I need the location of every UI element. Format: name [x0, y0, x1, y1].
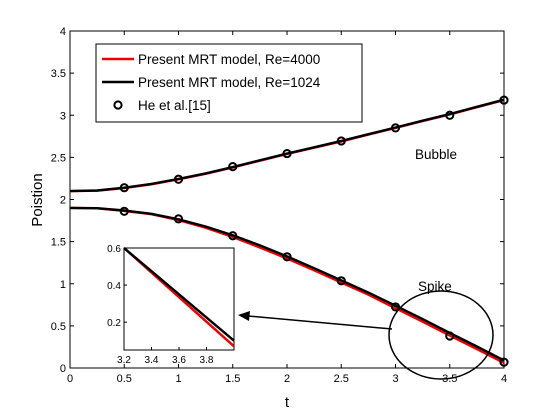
data-point-bubble: [390, 123, 401, 133]
y-tick-label: 1: [60, 279, 66, 291]
inset-y-tick-label: 0.2: [107, 318, 121, 329]
y-tick-label: 2: [60, 195, 66, 207]
annotation-bubble: Bubble: [415, 147, 457, 162]
inset-x-tick-label: 3.4: [145, 355, 159, 366]
data-point-spike: [445, 331, 455, 341]
data-point-spike: [336, 276, 346, 286]
legend-marker: [113, 100, 123, 110]
inset-x-tick-label: 3.8: [200, 355, 214, 366]
x-tick-label: 2: [284, 373, 290, 385]
x-tick-label: 1.5: [225, 373, 240, 385]
x-tick-label: 3: [392, 373, 398, 385]
annotation-spike: Spike: [418, 279, 452, 294]
data-point-spike: [282, 252, 292, 262]
y-tick-label: 1.5: [51, 237, 66, 249]
y-tick-label: 4: [60, 26, 66, 38]
data-point-bubble: [499, 95, 509, 105]
y-tick-label: 3: [60, 110, 66, 122]
inset-x-tick-label: 3.2: [117, 355, 131, 366]
data-point-spike: [119, 206, 129, 216]
x-tick-label: 4: [501, 373, 507, 385]
y-tick-label: 0: [60, 363, 66, 375]
data-point-spike: [390, 302, 401, 312]
x-axis-label: t: [285, 394, 290, 411]
y-axis-label: Poistion: [29, 173, 46, 226]
data-point-bubble: [336, 136, 346, 146]
spike-highlight-ellipse: [388, 290, 494, 380]
data-point-bubble: [173, 174, 184, 184]
inset-x-tick-label: 3.6: [172, 355, 186, 366]
data-point-spike: [173, 214, 184, 224]
legend-label: Present MRT model, Re=4000: [138, 52, 320, 67]
y-tick-label: 3.5: [51, 68, 66, 80]
legend-box: [95, 43, 363, 123]
y-tick-label: 0.5: [51, 321, 66, 333]
x-tick-label: 0: [67, 373, 73, 385]
x-tick-label: 0.5: [117, 373, 132, 385]
legend-label: He et al.[15]: [138, 98, 211, 113]
x-tick-label: 1: [175, 373, 181, 385]
series-line-bubble-1: [69, 98, 505, 193]
legend-label: Present MRT model, Re=1024: [138, 75, 321, 90]
y-tick-label: 2.5: [51, 152, 66, 164]
series-line-spike-1: [69, 206, 505, 362]
inset-y-tick-label: 0.4: [107, 281, 121, 292]
data-point-bubble: [228, 162, 238, 172]
data-point-bubble: [119, 183, 129, 193]
data-point-spike: [228, 231, 238, 241]
data-point-bubble: [282, 148, 292, 159]
x-tick-label: 2.5: [334, 373, 349, 385]
inset-y-tick-label: 0.6: [107, 244, 121, 255]
data-point-bubble: [445, 110, 455, 120]
inset-series-line-1: [123, 247, 235, 342]
arrow: [238, 311, 393, 330]
